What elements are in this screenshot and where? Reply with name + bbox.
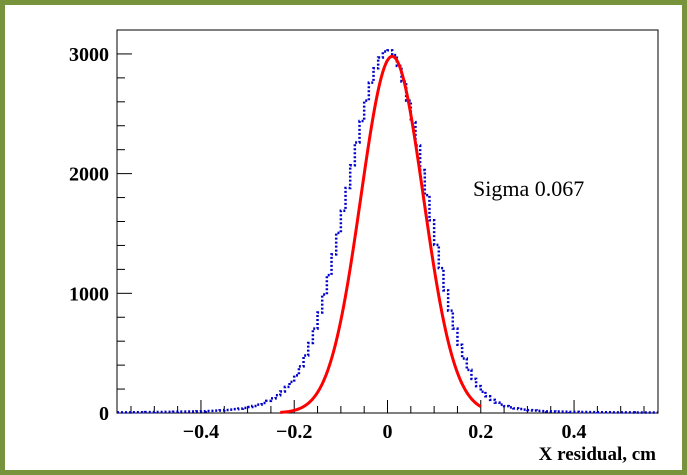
y-tick-label: 1000 xyxy=(69,283,109,305)
histogram-series xyxy=(117,49,658,414)
fit-series xyxy=(280,54,482,414)
x-tick-label: 0.4 xyxy=(562,421,587,443)
y-tick-label: 3000 xyxy=(69,44,109,66)
x-tick-label: 0 xyxy=(383,421,393,443)
y-tick-label: 0 xyxy=(99,403,109,425)
x-tick-label: −0.2 xyxy=(276,421,312,443)
gaussian-fit-line xyxy=(280,54,482,414)
histogram-line xyxy=(117,49,658,414)
y-tick-label: 2000 xyxy=(69,164,109,186)
sigma-annotation: Sigma 0.067 xyxy=(473,176,584,201)
tick-labels: −0.4 −0.2 0 0.2 0.4 0 1000 2000 3000 xyxy=(69,44,587,443)
plot-area xyxy=(116,29,659,414)
x-axis-title: X residual, cm xyxy=(539,444,657,465)
x-tick-label: 0.2 xyxy=(468,421,493,443)
x-tick-label: −0.4 xyxy=(183,421,219,443)
